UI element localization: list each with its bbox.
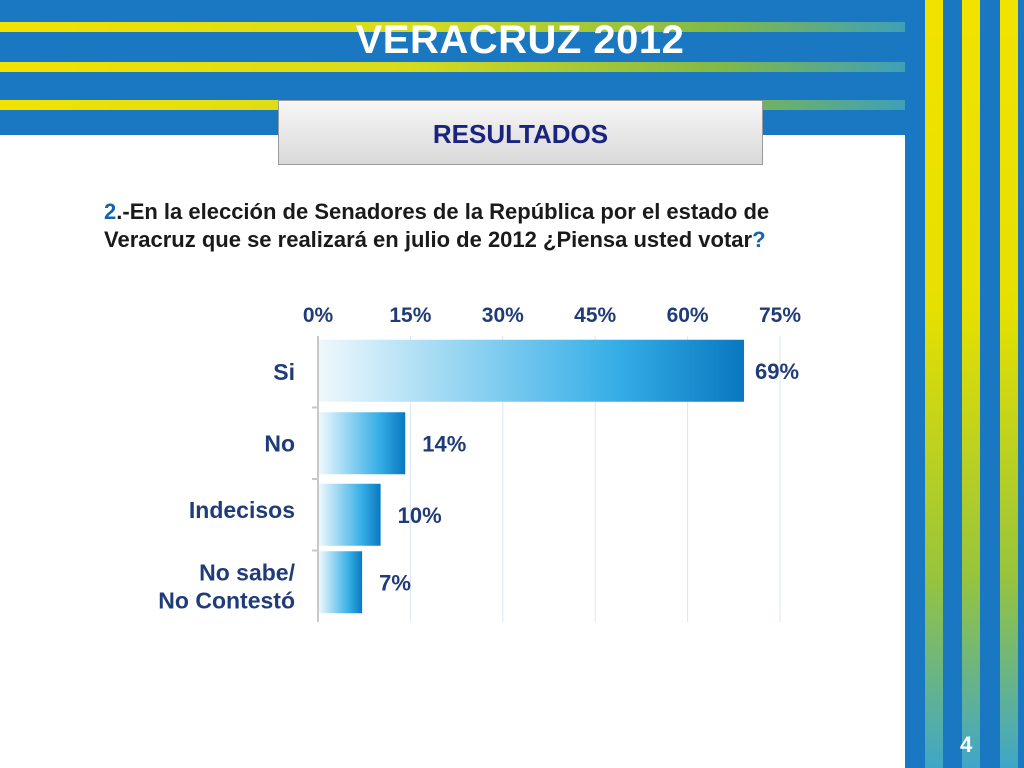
bar-1	[319, 412, 406, 475]
question-number: 2	[104, 199, 117, 224]
category-label: Si	[273, 359, 295, 385]
section-title: RESULTADOS	[432, 119, 609, 149]
data-label: 10%	[398, 503, 442, 528]
question-mark: ?	[752, 227, 766, 252]
x-tick-label: 0%	[303, 304, 334, 327]
page-number: 4	[960, 732, 973, 757]
x-tick-label: 45%	[574, 304, 616, 327]
data-label: 14%	[422, 431, 466, 456]
bar-2	[319, 483, 381, 546]
bar-0	[319, 339, 745, 402]
question-body: .-En la elección de Senadores de la Repú…	[104, 199, 770, 252]
header-stripe	[0, 62, 905, 72]
category-label: Indecisos	[189, 497, 295, 523]
section-box: RESULTADOS	[278, 100, 763, 165]
category-label: No	[264, 430, 295, 456]
side-stripe	[925, 0, 943, 768]
x-tick-label: 15%	[389, 304, 431, 327]
data-label: 69%	[755, 359, 799, 384]
bar-3	[319, 551, 363, 614]
x-tick-label: 60%	[667, 304, 709, 327]
category-label: No sabe/	[199, 559, 295, 585]
category-label: No Contestó	[158, 587, 295, 613]
x-tick-label: 30%	[482, 304, 524, 327]
side-stripe	[1000, 0, 1018, 768]
data-label: 7%	[379, 570, 411, 595]
slide-title: VERACRUZ 2012	[355, 18, 685, 62]
x-tick-label: 75%	[759, 304, 801, 327]
side-stripe	[962, 0, 980, 768]
header-stripe	[0, 22, 905, 32]
content-panel	[0, 135, 905, 768]
question-text: 2.-En la elección de Senadores de la Rep…	[104, 198, 864, 254]
